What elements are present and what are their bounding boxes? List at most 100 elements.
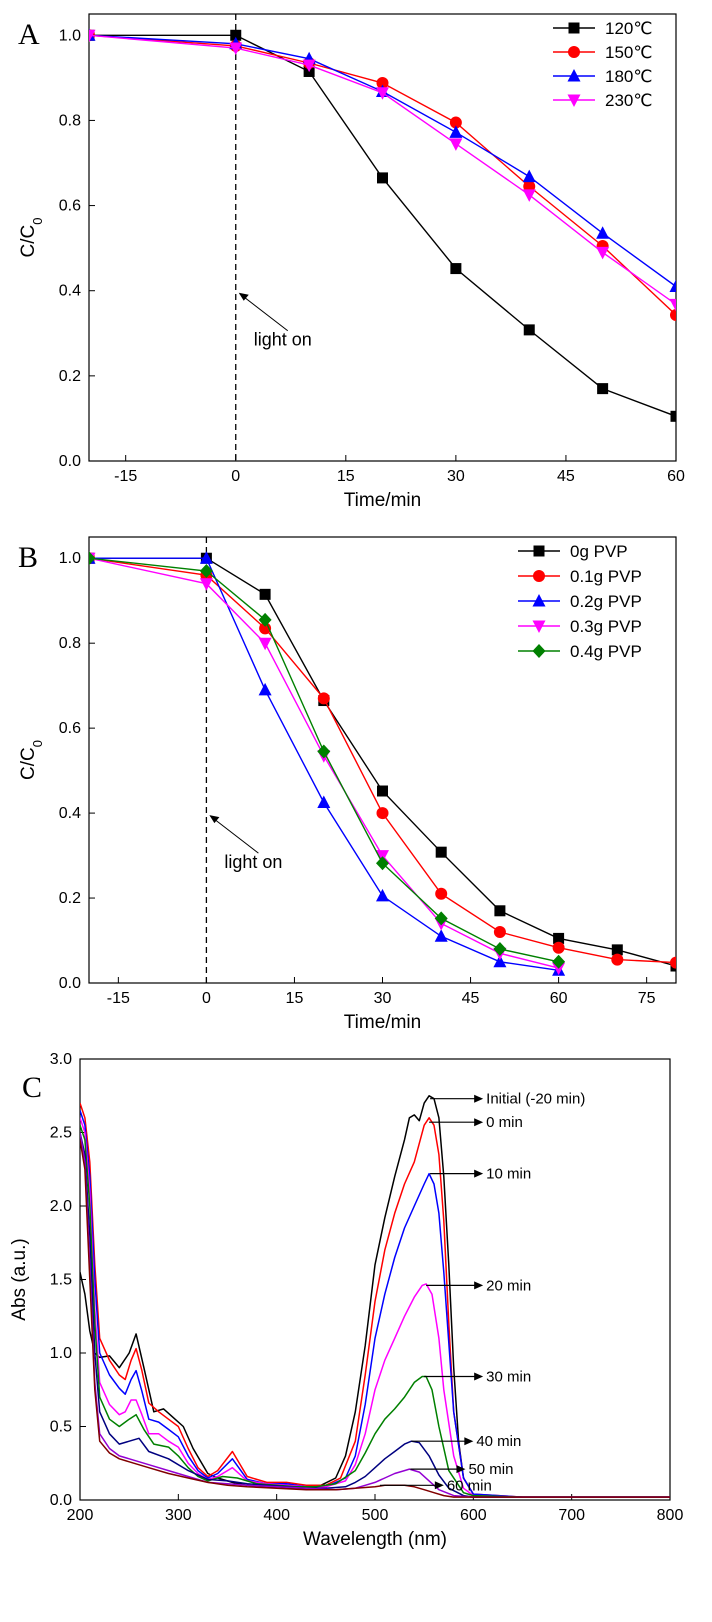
data-point	[258, 682, 272, 696]
panel-label: A	[18, 18, 40, 51]
arrow-label: 0 min	[486, 1114, 523, 1131]
x-tick-label: 15	[337, 468, 355, 485]
data-point	[493, 942, 507, 957]
series-line	[89, 557, 676, 964]
legend-marker	[568, 46, 580, 58]
time-label-arrow: 0 min	[429, 1114, 523, 1131]
data-point	[89, 551, 96, 566]
y-tick-label: 0.8	[59, 635, 81, 652]
series-line	[89, 557, 676, 967]
chart-panel-C: 200 300 400 500 600 700 800 0.0 0.5 1.0 1.5 2.0 2.5 3…	[9, 1051, 683, 1550]
data-point	[670, 410, 676, 422]
arrow-head	[474, 1372, 484, 1381]
x-tick-label: 0	[231, 468, 240, 485]
x-tick-label: 30	[447, 468, 465, 485]
arrow-head	[474, 1094, 484, 1103]
data-point	[611, 944, 623, 956]
data-point	[258, 612, 272, 627]
data-point	[523, 180, 536, 193]
series-0	[89, 552, 676, 972]
y-tick-label: 2.0	[50, 1198, 72, 1215]
y-axis-label: C/C0	[18, 218, 45, 258]
data-point	[596, 226, 610, 239]
arrow-head	[474, 1118, 484, 1127]
legend: 120℃ 150℃ 180℃ 230℃	[553, 19, 652, 110]
data-point	[669, 298, 676, 312]
data-point	[259, 588, 271, 600]
data-point	[449, 125, 463, 138]
data-point	[376, 87, 389, 100]
x-tick-label: 75	[638, 990, 656, 1007]
x-tick-label: 600	[460, 1507, 487, 1524]
series-line	[89, 557, 559, 971]
x-tick-label: 60	[550, 990, 568, 1007]
y-tick-label: 2.5	[50, 1125, 72, 1142]
light-on-arrowhead	[209, 815, 220, 824]
x-tick-label: -15	[114, 468, 137, 485]
y-tick-label: 0.4	[59, 805, 81, 822]
series-2	[89, 28, 676, 292]
legend-label: 150℃	[605, 43, 652, 62]
panel-label: B	[18, 541, 38, 574]
y-tick-label: 0.8	[59, 112, 81, 129]
legend-marker	[568, 22, 580, 34]
spectrum-line-4	[80, 1124, 670, 1498]
data-point	[376, 807, 389, 820]
y-axis-label: Abs (a.u.)	[9, 1238, 30, 1320]
y-axis-label-subscript: 0	[30, 218, 45, 225]
data-point	[434, 911, 448, 926]
data-point	[450, 263, 462, 275]
data-point	[376, 888, 389, 902]
light-on-arrowhead	[238, 292, 249, 301]
data-point	[435, 887, 448, 900]
light-on-annotation: light on	[254, 330, 312, 350]
x-tick-label: 700	[558, 1507, 585, 1524]
series-3	[89, 552, 566, 976]
y-tick-label: 0.2	[59, 368, 81, 385]
data-point	[522, 169, 536, 183]
x-tick-label: 45	[557, 468, 575, 485]
x-axis-label: Time/min	[344, 490, 421, 511]
data-point	[302, 59, 316, 73]
arrow-label: 20 min	[486, 1277, 531, 1294]
data-point	[199, 551, 213, 564]
y-tick-label: 1.0	[59, 550, 81, 567]
legend-label: 0.3g PVP	[570, 617, 642, 636]
time-label-arrow: 40 min	[411, 1433, 521, 1450]
data-point	[552, 941, 565, 954]
time-label-arrow: 20 min	[426, 1277, 531, 1294]
data-point	[376, 856, 389, 871]
series-line	[89, 34, 676, 316]
series-4	[89, 551, 566, 969]
data-point	[449, 138, 463, 151]
data-point	[317, 744, 331, 759]
spectrum-line-1	[80, 1102, 670, 1498]
arrow-label: 60 min	[447, 1477, 492, 1494]
light-on-annotation: light on	[224, 852, 282, 872]
legend-marker	[532, 644, 546, 658]
data-point	[493, 954, 507, 968]
y-tick-label: 0.4	[59, 283, 81, 300]
legend-label: 0.2g PVP	[570, 592, 642, 611]
legend-label: 230℃	[605, 91, 652, 110]
legend-marker	[532, 594, 546, 607]
spectrum-line-7	[80, 1139, 670, 1498]
legend: 0g PVP 0.1g PVP 0.2g PVP 0.3g PVP 0.4g PVP	[518, 542, 642, 661]
legend-label: 0.4g PVP	[570, 642, 642, 661]
panel-label: C	[22, 1071, 42, 1104]
legend-marker	[533, 570, 545, 582]
data-point	[553, 932, 565, 944]
x-tick-label: 800	[657, 1507, 684, 1524]
spectrum-line-6	[80, 1132, 670, 1498]
legend-marker	[532, 620, 546, 633]
series-line	[89, 557, 559, 963]
data-point	[669, 279, 676, 292]
y-tick-label: 0.6	[59, 198, 81, 215]
data-point	[670, 308, 676, 321]
data-point	[522, 189, 536, 202]
legend-label: 120℃	[605, 19, 652, 38]
arrow-label: 30 min	[486, 1369, 531, 1386]
time-label-arrow: Initial (-20 min)	[430, 1091, 585, 1108]
x-axis-label: Time/min	[344, 1012, 421, 1033]
spectrum-line-5	[80, 1132, 670, 1498]
